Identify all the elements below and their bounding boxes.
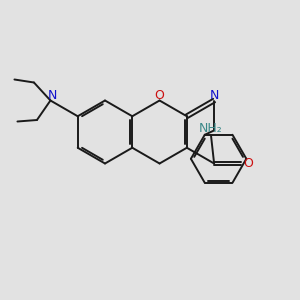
Text: O: O	[244, 157, 253, 170]
Text: N: N	[209, 88, 219, 102]
Text: O: O	[154, 88, 164, 102]
Text: NH₂: NH₂	[199, 122, 223, 135]
Text: N: N	[47, 88, 57, 102]
